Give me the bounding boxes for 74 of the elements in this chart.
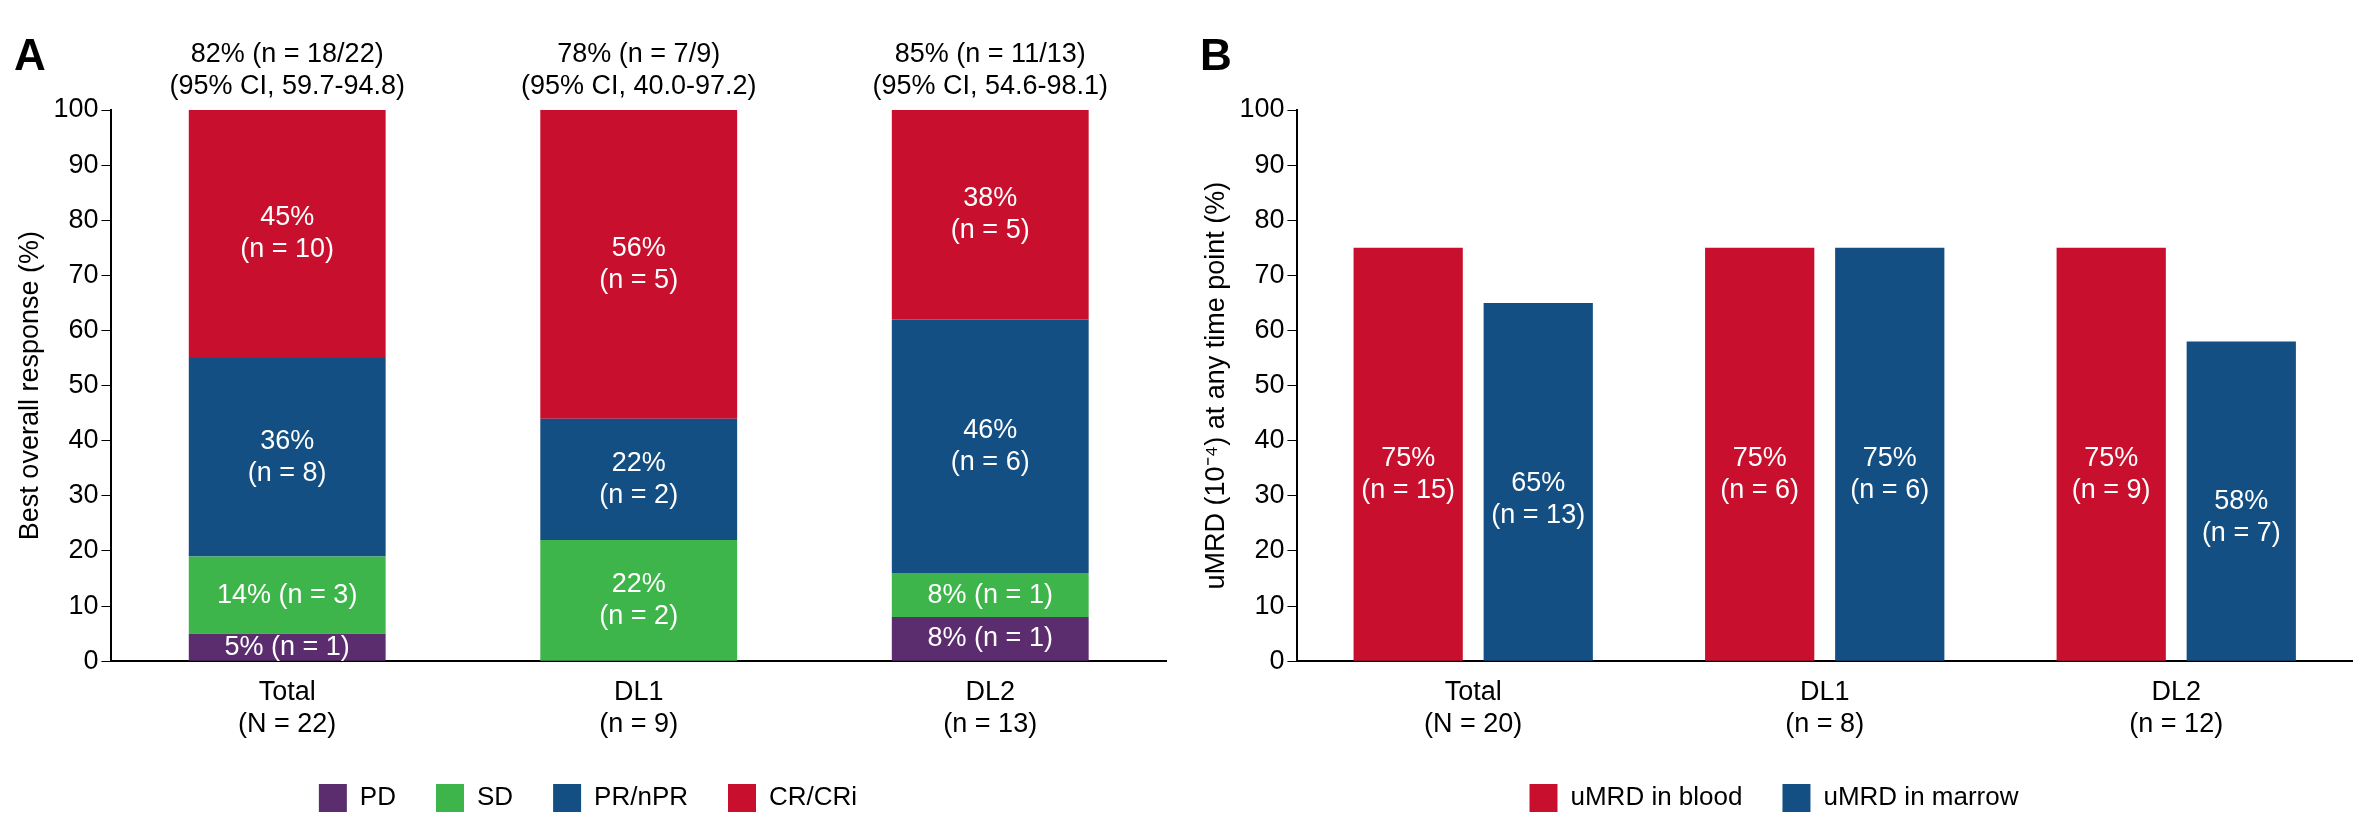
y-tick-label: 80 (1254, 203, 1285, 234)
bar (1483, 302, 1593, 661)
y-tick-label: 0 (1269, 644, 1285, 675)
y-tick-label: 30 (68, 479, 99, 510)
text: B (1200, 30, 1232, 80)
y-axis-title: Best overall response (%) (13, 231, 44, 541)
y-tick-label: 10 (68, 589, 99, 620)
y-tick-label: 10 (1254, 589, 1285, 620)
y-tick-label: 80 (68, 203, 99, 234)
y-tick-label: 20 (68, 534, 99, 565)
data-label: 22% (n = 2) (599, 567, 679, 630)
bar (188, 358, 386, 557)
data-label: 75% (n = 15) (1361, 442, 1456, 505)
y-tick-label: 90 (1254, 148, 1285, 179)
bar (1835, 247, 1945, 661)
x-tick-label: DL1 (n = 9) (599, 675, 679, 739)
bar (2056, 247, 2166, 661)
y-tick-label: 40 (1254, 424, 1285, 455)
data-label: 8% (n = 1) (927, 622, 1053, 653)
data-label: 56% (n = 5) (599, 231, 679, 294)
data-label: 36% (n = 8) (247, 424, 327, 487)
bar (188, 556, 386, 634)
annotation: 82% (n = 18/22) (95% CI, 59.7-94.8) (169, 37, 406, 100)
data-label: 22% (n = 2) (599, 446, 679, 509)
bar (540, 539, 738, 661)
y-tick-label: 100 (1239, 93, 1285, 124)
bar (540, 418, 738, 540)
data-label: 75% (n = 6) (1850, 442, 1930, 505)
legend-label: PR/nPR (594, 781, 689, 812)
data-label: 45% (n = 10) (240, 201, 335, 264)
data-label: 14% (n = 3) (217, 578, 358, 609)
y-tick-label: 20 (1254, 534, 1285, 565)
data-label: 46% (n = 6) (950, 413, 1030, 476)
x-tick-label: DL2 (n = 13) (943, 675, 1038, 739)
bar (1705, 247, 1815, 661)
bar (891, 319, 1089, 574)
legend-label: uMRD in marrow (1823, 781, 2019, 812)
bar (891, 573, 1089, 618)
y-tick-label: 90 (68, 148, 99, 179)
y-tick-label: 0 (83, 644, 99, 675)
legend-label: SD (476, 781, 514, 812)
bar (2186, 341, 2296, 661)
data-label: 8% (n = 1) (927, 578, 1053, 609)
data-label: 5% (n = 1) (224, 630, 350, 661)
x-tick-label: DL1 (n = 8) (1785, 675, 1865, 739)
x-tick-label: Total (N = 20) (1424, 675, 1523, 739)
bar (540, 110, 738, 419)
bar (1353, 247, 1463, 661)
y-tick-label: 60 (68, 313, 99, 344)
y-tick-label: 50 (68, 369, 99, 400)
y-tick-label: 40 (68, 424, 99, 455)
annotation: 85% (n = 11/13) (95% CI, 54.6-98.1) (872, 37, 1109, 100)
x-tick-label: Total (N = 22) (238, 675, 337, 739)
y-tick-label: 100 (53, 93, 99, 124)
data-label: 75% (n = 9) (2071, 442, 2151, 505)
bar (188, 110, 386, 359)
y-tick-label: 70 (1254, 258, 1285, 289)
y-tick-label: 30 (1254, 479, 1285, 510)
data-label: 58% (n = 7) (2201, 484, 2281, 547)
data-label: 65% (n = 13) (1491, 467, 1586, 530)
x-tick-label: DL2 (n = 12) (2129, 675, 2224, 739)
data-label: 75% (n = 6) (1720, 442, 1800, 505)
bar (891, 617, 1089, 661)
y-axis-title: uMRD (10⁻⁴) at any time point (%) (1199, 181, 1230, 590)
legend-label: uMRD in blood (1570, 781, 1743, 812)
y-tick-label: 60 (1254, 313, 1285, 344)
legend-label: CR/CRi (769, 781, 858, 812)
data-label: 38% (n = 5) (950, 182, 1030, 245)
legend-label: PD (359, 781, 396, 812)
bar (891, 110, 1089, 320)
text: A (14, 30, 46, 80)
y-tick-label: 70 (68, 258, 99, 289)
y-tick-label: 50 (1254, 369, 1285, 400)
annotation: 78% (n = 7/9) (95% CI, 40.0-97.2) (520, 37, 757, 100)
